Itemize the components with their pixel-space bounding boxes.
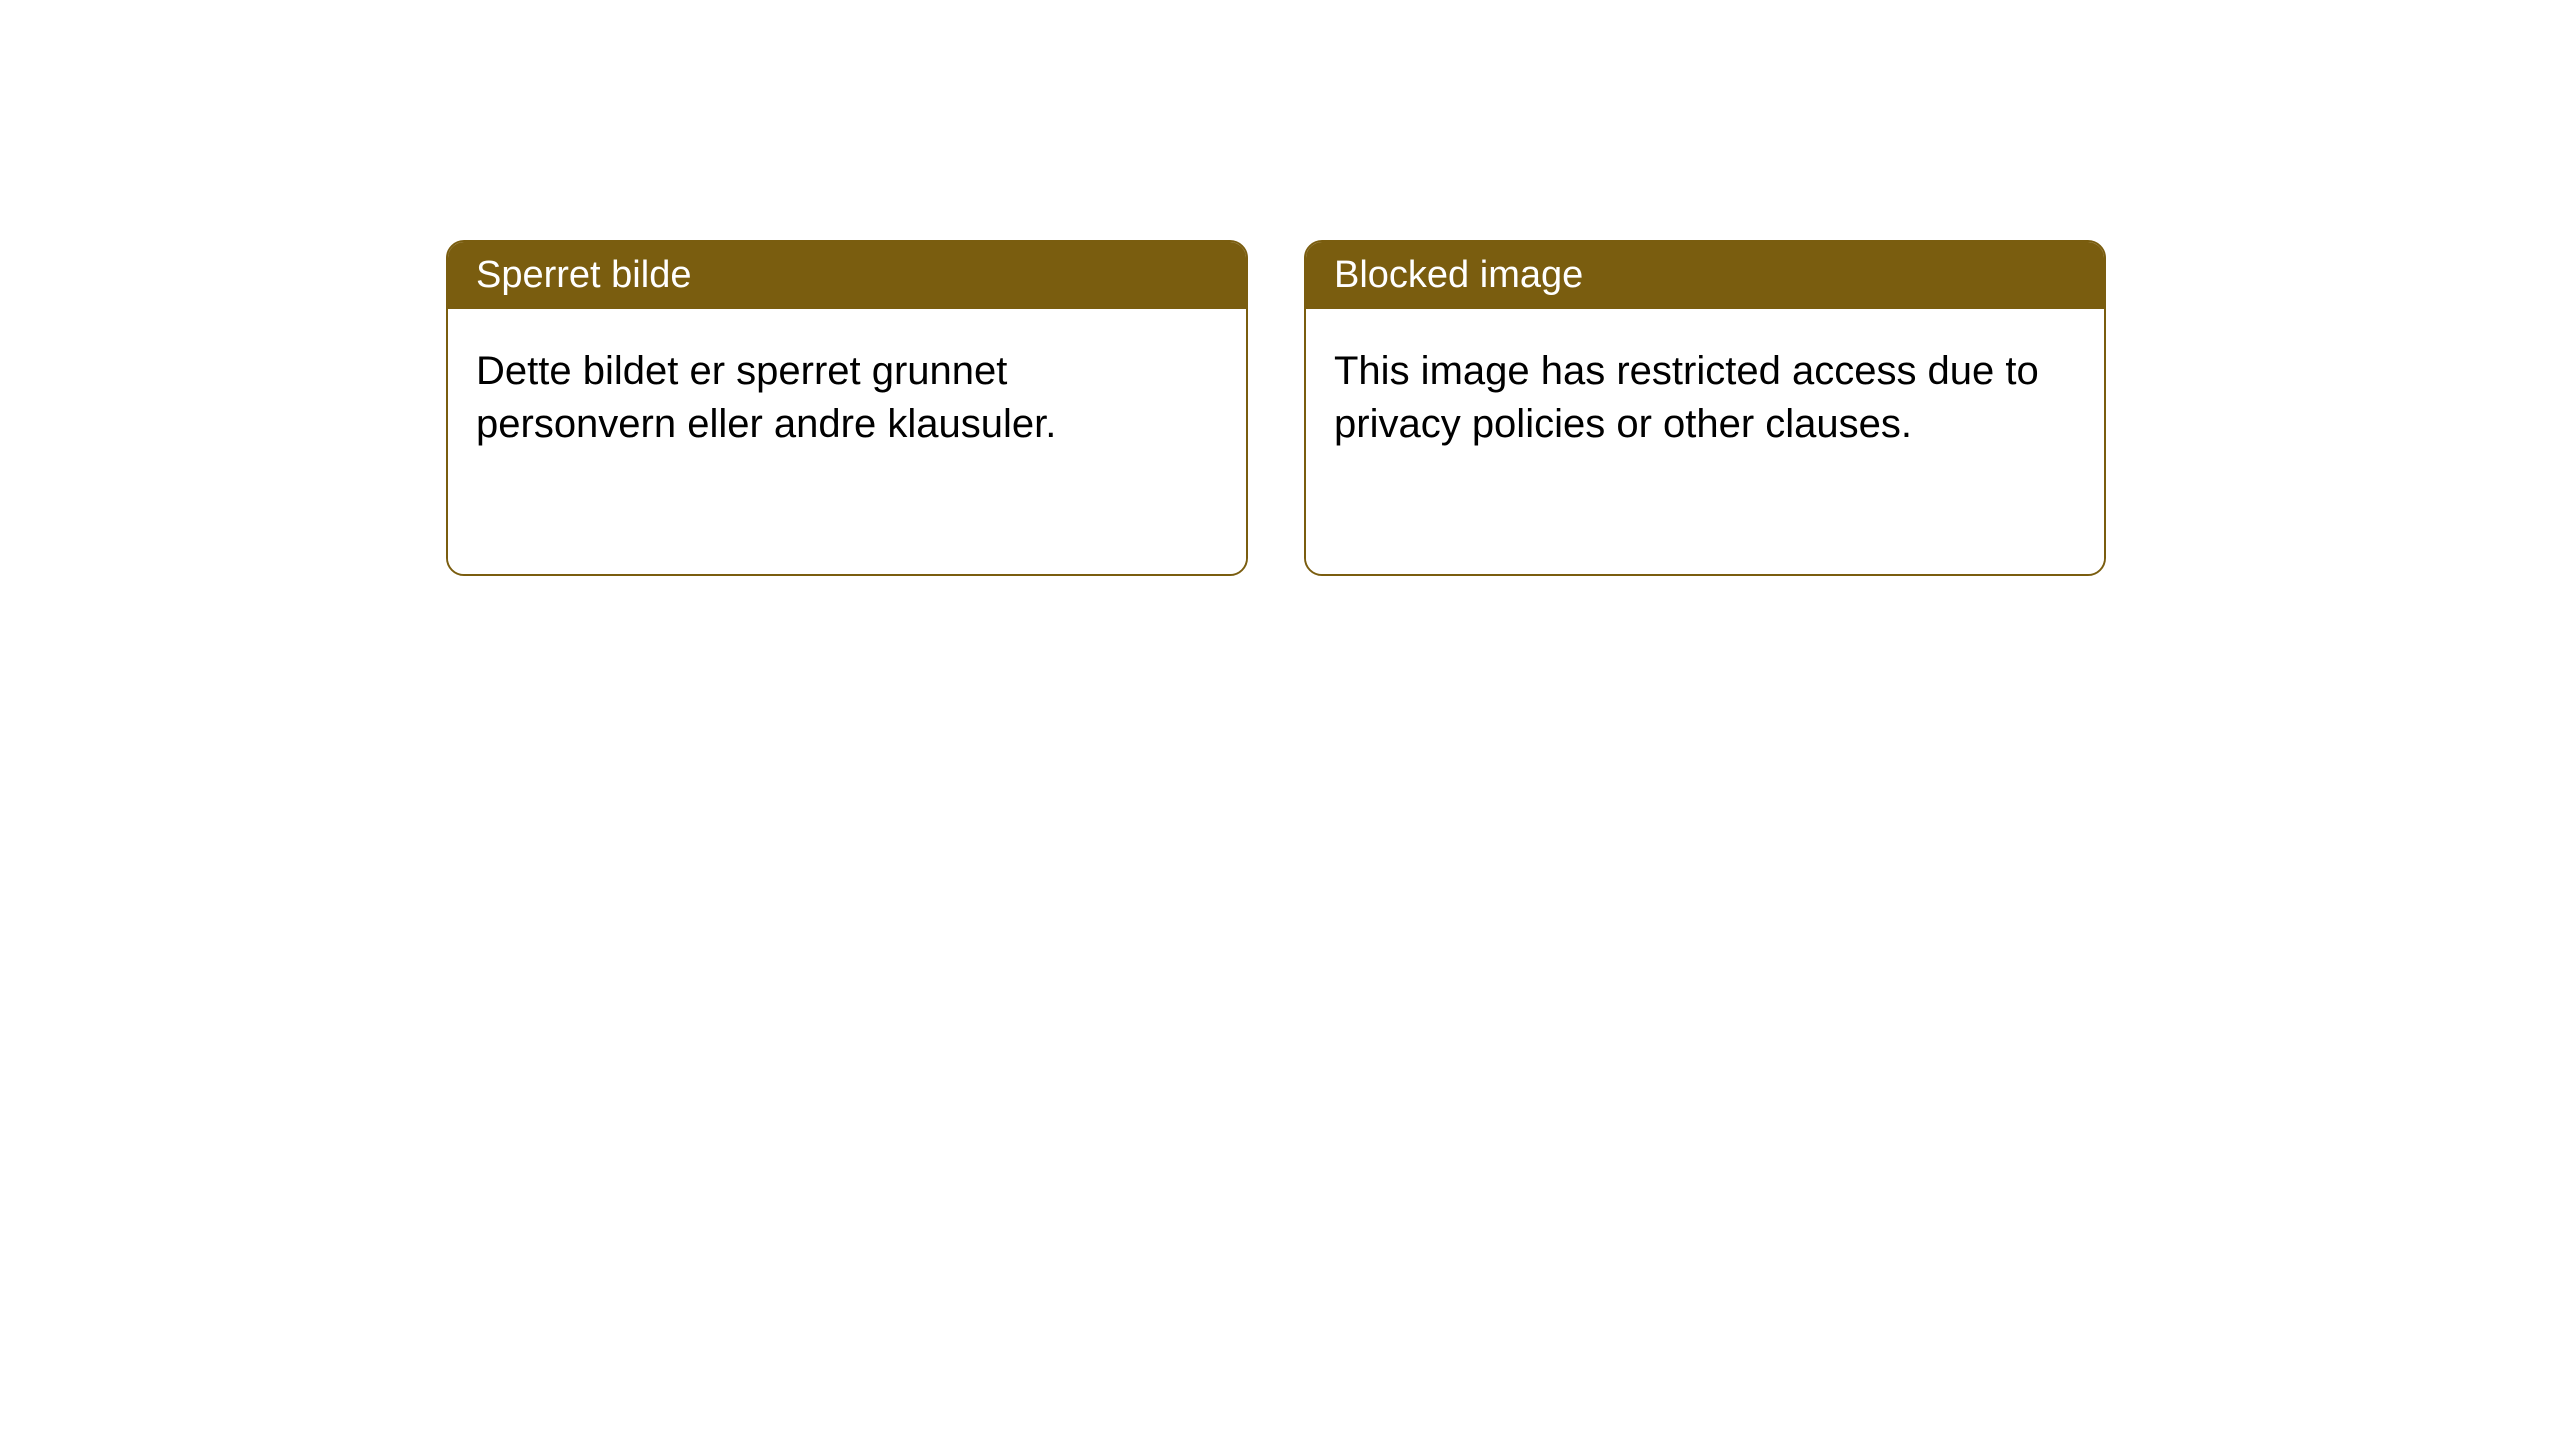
- card-body: This image has restricted access due to …: [1306, 309, 2104, 574]
- notice-card-norwegian: Sperret bilde Dette bildet er sperret gr…: [446, 240, 1248, 576]
- notice-cards-container: Sperret bilde Dette bildet er sperret gr…: [446, 240, 2106, 576]
- card-body: Dette bildet er sperret grunnet personve…: [448, 309, 1246, 574]
- card-title: Sperret bilde: [476, 254, 691, 296]
- card-body-text: This image has restricted access due to …: [1334, 349, 2039, 446]
- card-header: Blocked image: [1306, 242, 2104, 309]
- notice-card-english: Blocked image This image has restricted …: [1304, 240, 2106, 576]
- card-body-text: Dette bildet er sperret grunnet personve…: [476, 349, 1056, 446]
- card-title: Blocked image: [1334, 254, 1583, 296]
- card-header: Sperret bilde: [448, 242, 1246, 309]
